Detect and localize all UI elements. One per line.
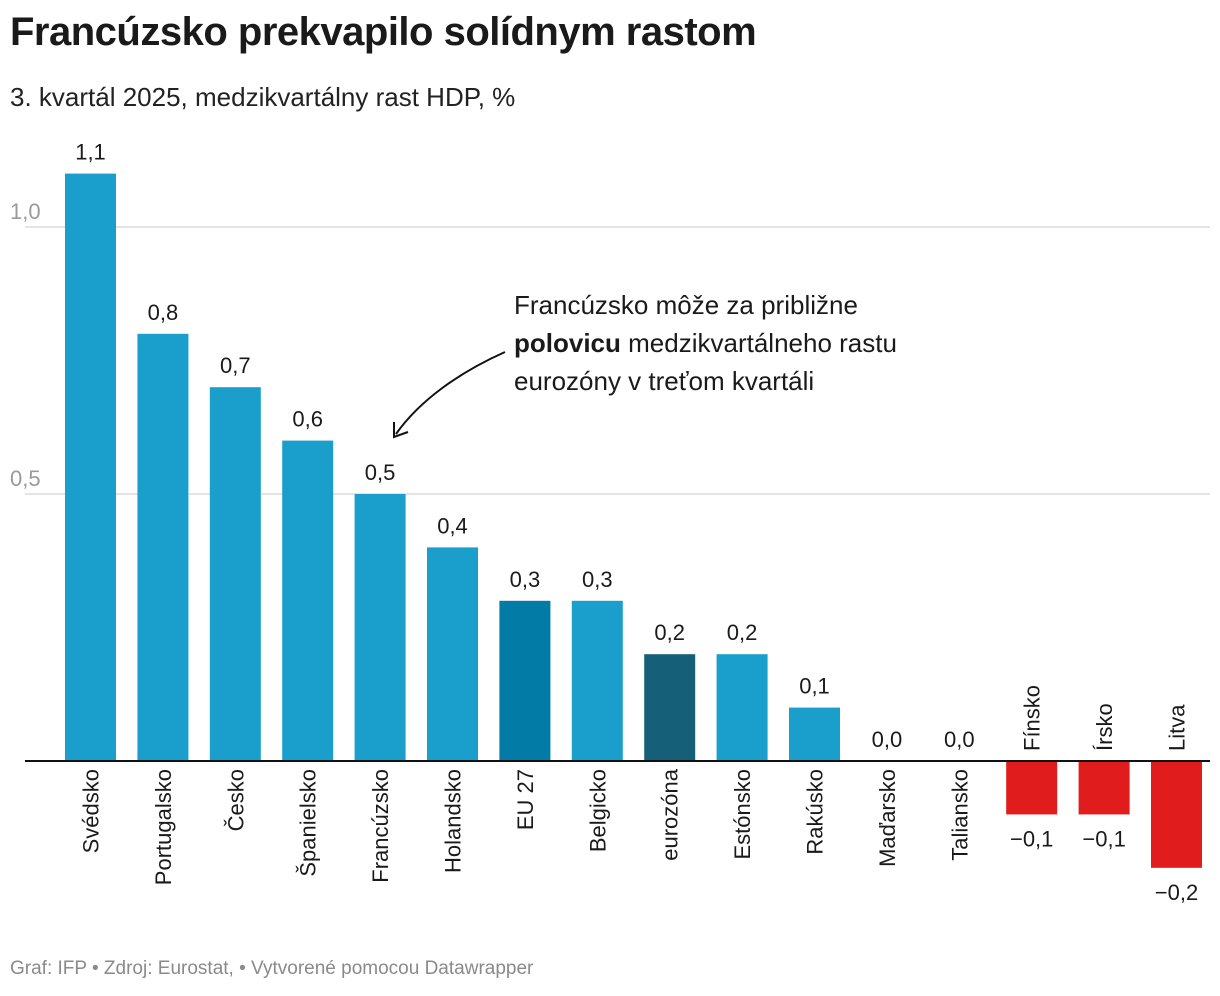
bar <box>427 547 478 761</box>
category-label: Belgicko <box>585 769 610 852</box>
annotation-line-2-rest: medzikvartálneho rastu <box>620 328 897 358</box>
bar <box>354 494 406 761</box>
bar <box>1151 761 1202 868</box>
category-label: Estónsko <box>730 769 755 860</box>
annotation-text: Francúzsko môže za približne polovicu me… <box>514 286 954 400</box>
data-label: −0,1 <box>1010 826 1053 851</box>
bar <box>789 707 840 761</box>
category-label: Portugalsko <box>151 769 176 885</box>
annotation-line-2: polovicu medzikvartálneho rastu <box>514 324 954 362</box>
bar <box>1006 761 1058 815</box>
data-label: 0,8 <box>148 300 179 325</box>
data-label: 0,6 <box>292 407 323 432</box>
chart-footer: Graf: IFP • Zdroj: Eurostat, • Vytvorené… <box>10 958 534 979</box>
bar <box>499 600 551 761</box>
category-label: Maďarsko <box>875 769 900 867</box>
bar <box>209 387 261 761</box>
category-label: Litva <box>1165 704 1190 751</box>
category-label: Fínsko <box>1020 685 1045 751</box>
chart-title: Francúzsko prekvapilo solídnym rastom <box>10 10 757 54</box>
annotation-arrow <box>395 351 506 435</box>
bar <box>137 333 189 761</box>
bar <box>571 600 623 761</box>
category-label: Francúzsko <box>368 769 393 883</box>
y-tick-label: 0,5 <box>10 466 41 491</box>
bar-layer <box>65 173 1202 868</box>
data-label: 0,7 <box>220 353 251 378</box>
category-label: Írsko <box>1092 703 1117 751</box>
data-label: 0,0 <box>944 727 975 752</box>
category-label: Rakúsko <box>803 769 828 855</box>
data-label: 0,3 <box>510 567 541 592</box>
y-tick-label: 1,0 <box>10 199 41 224</box>
category-label: EU 27 <box>513 769 538 830</box>
data-label: 0,5 <box>365 460 396 485</box>
data-label: 0,4 <box>437 513 468 538</box>
annotation-line-1: Francúzsko môže za približne <box>514 290 858 320</box>
bar <box>716 654 768 761</box>
category-label: Španielsko <box>296 769 321 877</box>
data-label: 1,1 <box>75 140 106 165</box>
bar <box>65 173 116 762</box>
bar <box>1078 761 1130 815</box>
category-label: Taliansko <box>947 769 972 861</box>
data-label: 0,3 <box>582 567 613 592</box>
data-label: −0,1 <box>1082 826 1125 851</box>
annotation-bold: polovicu <box>514 328 621 358</box>
category-label: Svédsko <box>79 769 104 853</box>
label-layer: 1,1 Svédsko 0,8 Portugalsko 0,7 Česko 0,6 Špani… <box>75 140 1198 905</box>
bar <box>644 654 696 761</box>
data-label: 0,2 <box>654 620 685 645</box>
data-label: 0,1 <box>799 674 830 699</box>
data-label: 0,0 <box>872 727 903 752</box>
data-label: 0,2 <box>727 620 758 645</box>
category-label: Česko <box>223 769 248 831</box>
bar <box>282 440 334 761</box>
annotation-arrowhead <box>393 422 409 439</box>
category-label: eurozóna <box>658 768 683 861</box>
chart-subtitle: 3. kvartál 2025, medzikvartálny rast HDP… <box>10 82 516 112</box>
annotation-line-3: eurozóny v treťom kvartáli <box>514 366 815 396</box>
category-label: Holandsko <box>441 769 466 873</box>
data-label: −0,2 <box>1155 880 1198 905</box>
